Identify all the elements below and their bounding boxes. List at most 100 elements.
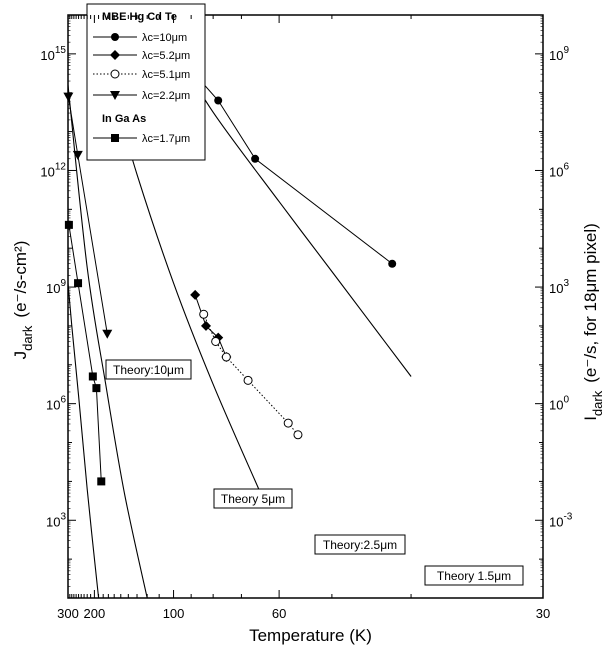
- y-tick-label-right-2-base: 10: [549, 281, 563, 296]
- y-tick-label-left-0-exp: 3: [60, 511, 66, 522]
- legend-item-4-marker: [111, 134, 119, 142]
- series-4-point-0: [97, 477, 106, 486]
- series-2-point-0: [293, 430, 303, 440]
- series-0-point-2: [214, 96, 223, 105]
- y-tick-label-right-4: 109: [549, 45, 569, 63]
- legend-item-1: λc=5.2μm: [93, 50, 190, 62]
- theory-curve-2: [68, 84, 148, 598]
- legend-item-3-marker: [110, 91, 120, 100]
- series-3-point-0: [102, 329, 113, 339]
- y-tick-label-right-3-exp: 6: [563, 161, 569, 172]
- y-tick-label-right-0-base: 10: [549, 514, 563, 529]
- series-4: [64, 220, 106, 486]
- y-tick-label-right-4-base: 10: [549, 48, 563, 63]
- series-0-line: [176, 53, 393, 265]
- y-axis-label-left-sub: dark: [20, 325, 35, 351]
- series-1-line: [194, 294, 227, 358]
- x-tick-label-0: 30: [536, 606, 550, 621]
- theory-curve-3: [68, 283, 100, 598]
- y-tick-label-left-4: 1015: [40, 45, 66, 63]
- legend-item-0-marker: [111, 33, 119, 41]
- series-4-point-2: [88, 372, 97, 381]
- y-tick-label-left-4-base: 10: [40, 48, 54, 63]
- y-tick-label-left-0: 103: [46, 511, 66, 529]
- theory-label-3-box: [424, 565, 524, 586]
- y-tick-label-left-0-base: 10: [46, 514, 60, 529]
- y-tick-label-left-3: 1012: [40, 161, 66, 179]
- legend-item-0: λc=10μm: [93, 32, 187, 44]
- y-tick-label-left-3-base: 10: [40, 164, 54, 179]
- y-tick-label-right-0: 10-3: [549, 511, 573, 529]
- plot-border: [67, 14, 544, 599]
- legend-item-3-label: λc=2.2μm: [142, 90, 190, 102]
- y-tick-label-left-2-base: 10: [46, 281, 60, 296]
- y-axis-label-right-units: (e⁻/s, for 18μm pixel): [581, 223, 600, 383]
- y-tick-label-right-3: 106: [549, 161, 569, 179]
- y-tick-label-left-2: 109: [46, 278, 66, 296]
- series-0: [172, 49, 397, 268]
- theory-label-3-text: Theory 1.5μm: [437, 569, 511, 583]
- y-axis-label-left-main: J: [11, 351, 30, 360]
- legend-item-2: λc=5.1μm: [93, 69, 190, 81]
- theory-label-3: Theory 1.5μm: [424, 565, 524, 586]
- series-1-point-2: [200, 320, 211, 331]
- series-0-point-1: [251, 154, 260, 163]
- y-tick-label-left-1-exp: 6: [60, 395, 66, 406]
- legend-item-0-label: λc=10μm: [142, 32, 187, 44]
- theory-label-2: Theory:2.5μm: [314, 534, 406, 555]
- y-axis-label-right: Idark (e⁻/s, for 18μm pixel): [581, 223, 605, 421]
- legend-group-title-1: MBE Hg Cd Te: [102, 11, 177, 23]
- series-2-point-1: [283, 418, 293, 428]
- y-axis-label-right-main: I: [581, 416, 600, 421]
- series-2-point-5: [199, 309, 209, 319]
- legend-item-2-label: λc=5.1μm: [142, 69, 190, 81]
- legend-box: [86, 3, 206, 161]
- y-tick-label-right-0-exp: -3: [563, 511, 572, 522]
- y-tick-label-right-1-base: 10: [549, 398, 563, 413]
- series-3-point-1: [72, 150, 83, 160]
- y-tick-label-left-1: 106: [46, 395, 66, 413]
- series-0-point-0: [388, 259, 397, 268]
- y-tick-label-right-3-base: 10: [549, 164, 563, 179]
- y-tick-label-right-4-exp: 9: [563, 45, 569, 56]
- theory-label-0-box: [105, 359, 192, 380]
- legend-item-4-label: λc=1.7μm: [142, 133, 190, 145]
- legend-item-2-marker: [110, 69, 120, 79]
- series-2-point-2: [243, 375, 253, 385]
- y-tick-label-left-3-exp: 12: [55, 161, 67, 172]
- series-4-line: [68, 224, 102, 482]
- series-2-point-4: [211, 336, 221, 346]
- series-2-point-3: [221, 352, 231, 362]
- plot-frame: [67, 14, 544, 599]
- legend: MBE Hg Cd Te λc=10μm λc=5.2μm λc=5.1μm λc=2.…: [86, 3, 206, 161]
- theory-label-1-box: [213, 488, 293, 509]
- theory-labels: Theory:10μm Theory 5μm Theory:2.5μm Theory …: [105, 359, 524, 586]
- theory-label-2-text: Theory:2.5μm: [323, 538, 397, 552]
- axes: 30601002003001031061091012101510-3100103…: [11, 14, 605, 645]
- legend-item-1-marker: [110, 50, 120, 60]
- theory-label-1-text: Theory 5μm: [221, 492, 285, 506]
- series-1-point-3: [190, 289, 201, 300]
- y-tick-label-right-1-exp: 0: [563, 395, 569, 406]
- series-1: [190, 289, 232, 363]
- y-tick-label-left-1-base: 10: [46, 398, 60, 413]
- y-axis-label-left: Jdark (e⁻/s-cm²): [11, 241, 35, 360]
- x-tick-label-3: 200: [84, 606, 106, 621]
- series-2-line: [203, 314, 299, 436]
- y-tick-label-left-2-exp: 9: [60, 278, 66, 289]
- series-4-point-3: [74, 279, 83, 288]
- theory-label-0-text: Theory:10μm: [113, 363, 184, 377]
- y-axis-label-right-sub: dark: [590, 390, 605, 416]
- x-axis-label: Temperature (K): [249, 626, 372, 645]
- x-tick-label-4: 300: [57, 606, 79, 621]
- legend-item-3: λc=2.2μm: [93, 90, 190, 102]
- theory-label-2-box: [314, 534, 406, 555]
- legend-item-1-label: λc=5.2μm: [142, 50, 190, 62]
- y-tick-label-right-2: 103: [549, 278, 569, 296]
- series-4-point-1: [92, 384, 101, 393]
- y-tick-label-right-2-exp: 3: [563, 278, 569, 289]
- y-axis-label-left-units: (e⁻/s-cm²): [11, 241, 30, 318]
- x-tick-label-2: 100: [163, 606, 185, 621]
- x-tick-label-1: 60: [272, 606, 286, 621]
